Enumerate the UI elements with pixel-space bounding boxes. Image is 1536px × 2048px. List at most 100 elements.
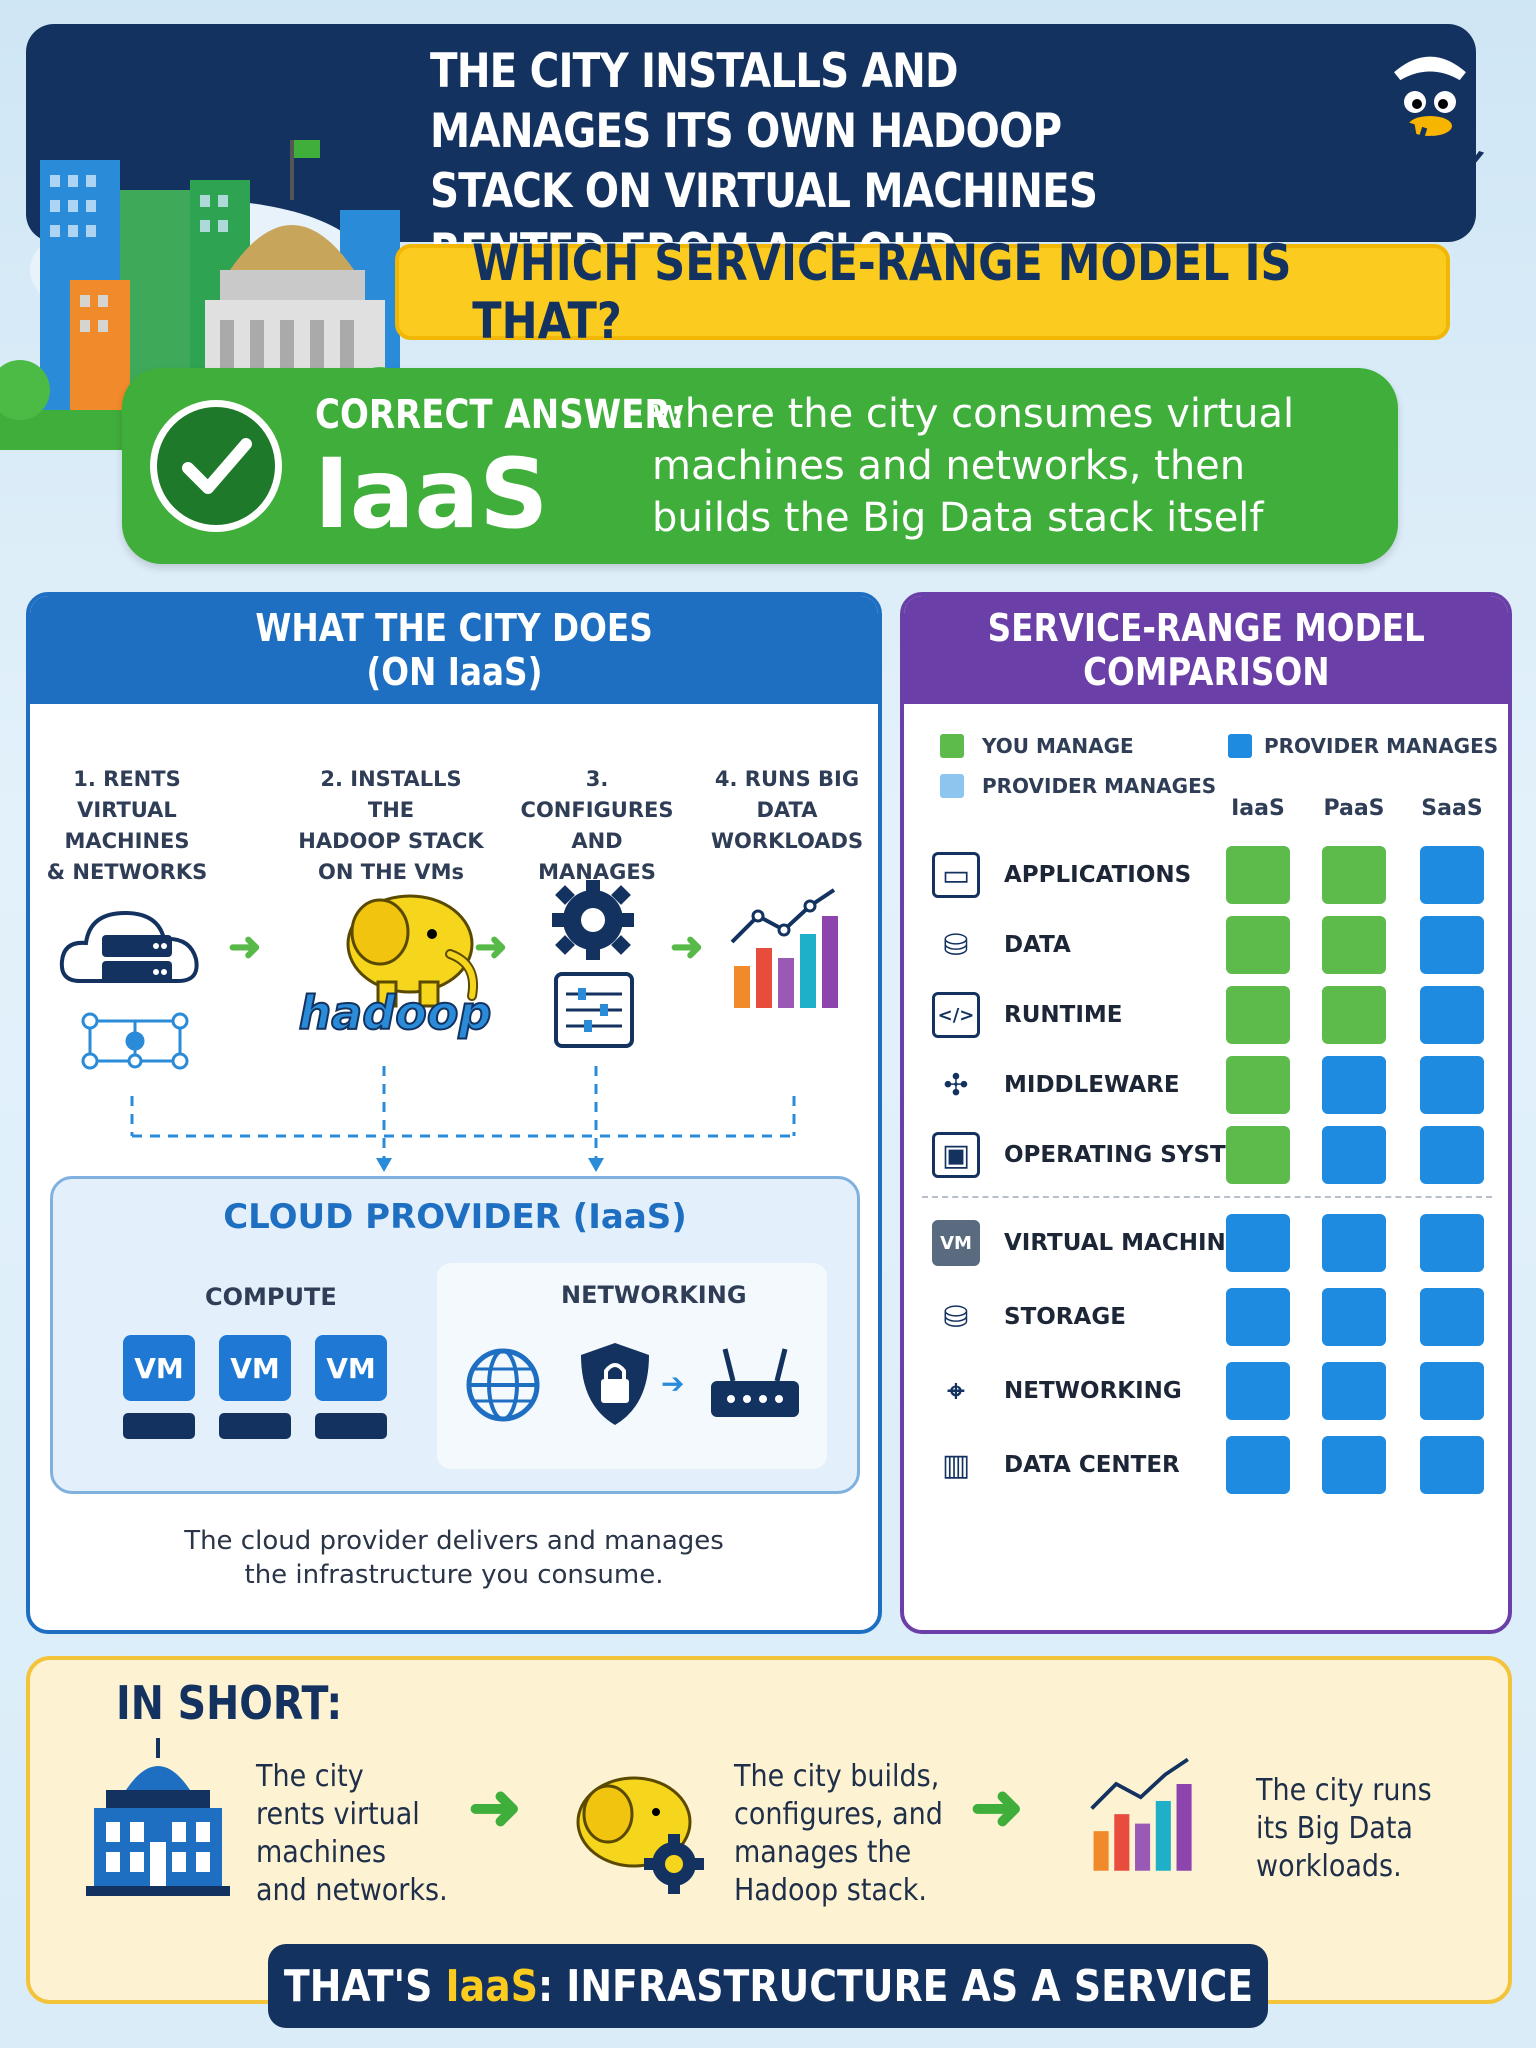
comparison-cell-iaas-you <box>1226 846 1290 904</box>
comparison-cell-saas-provider <box>1420 846 1484 904</box>
summary-step3-line1: The city runs <box>1256 1773 1432 1808</box>
comparison-cell-paas-provider <box>1322 1056 1386 1114</box>
legend-provider-manages-a: PROVIDER MANAGES <box>1264 734 1499 758</box>
column-header-paas: PaaS <box>1323 796 1385 821</box>
answer-description: where the city consumes virtual machines… <box>652 391 1295 541</box>
conclusion-text: THAT'S IaaS: INFRASTRUCTURE AS A SERVICE <box>283 1961 1252 2012</box>
comparison-cell-saas-provider <box>1420 916 1484 974</box>
vm-chip-3: VM <box>315 1335 387 1401</box>
city-actions-title-line2: (ON IaaS) <box>365 650 543 694</box>
step-2-line3: ON THE VMs <box>318 860 464 884</box>
city-actions-panel: WHAT THE CITY DOES (ON IaaS) 1. RENTS VI… <box>26 592 882 1634</box>
comparison-cell-saas-provider <box>1420 1288 1484 1346</box>
cloud-provider-box: CLOUD PROVIDER (IaaS) COMPUTE VM VM VM N… <box>50 1176 860 1494</box>
server-icon <box>219 1413 291 1439</box>
comparison-cell-saas-provider <box>1420 1126 1484 1184</box>
comparison-header: SERVICE-RANGE MODEL COMPARISON <box>904 596 1508 704</box>
city-actions-header: WHAT THE CITY DOES (ON IaaS) <box>30 596 878 704</box>
summary-step3-line3: workloads. <box>1256 1849 1402 1884</box>
legend-you-manage-swatch <box>940 734 964 758</box>
column-header-saas: SaaS <box>1421 796 1483 821</box>
monitor-icon: ▣ <box>932 1132 980 1178</box>
step-4-label: 4. RUNS BIG DATA WORKLOADS <box>702 764 872 857</box>
comparison-cell-paas-you <box>1322 846 1386 904</box>
server-icon <box>123 1413 195 1439</box>
cloud-servers-icon <box>59 910 199 1070</box>
cloud-provider-footer: The cloud provider delivers and manages … <box>30 1524 878 1592</box>
comparison-title-line1: SERVICE-RANGE MODEL <box>987 606 1425 650</box>
gear-settings-icon <box>552 880 634 1048</box>
conclusion-suffix: : INFRASTRUCTURE AS A SERVICE <box>537 1960 1253 2012</box>
step-arrow-2: ➜ <box>474 925 508 969</box>
step-1-label: 1. RENTS VIRTUAL MACHINES & NETWORKS <box>32 764 222 888</box>
vm-chip-2: VM <box>219 1335 291 1401</box>
vm-icon: VM <box>932 1220 980 1266</box>
legend-provider-swatch-b <box>940 774 964 798</box>
step-2-line1: 2. INSTALLS THE <box>320 767 462 822</box>
network-icon: ⌖ <box>947 1373 965 1409</box>
subquestion-bar: WHICH SERVICE-RANGE MODEL IS THAT? <box>395 234 1450 350</box>
subquestion-text: WHICH SERVICE-RANGE MODEL IS THAT? <box>472 234 1292 350</box>
summary-step1-text: The city rents virtual machines and netw… <box>256 1758 448 1910</box>
code-icon: </> <box>932 992 980 1038</box>
summary-step2-line1: The city builds, <box>734 1759 940 1794</box>
summary-title: IN SHORT: <box>116 1676 343 1730</box>
step-2-label: 2. INSTALLS THE HADOOP STACK ON THE VMs <box>296 764 486 888</box>
comparison-cell-paas-provider <box>1322 1362 1386 1420</box>
app-window-icon: ▭ <box>932 852 980 898</box>
vm-chip-1: VM <box>123 1335 195 1401</box>
comparison-row-label: VIRTUAL MACHINES <box>1004 1230 1259 1256</box>
summary-arrow-1: ➜ <box>468 1771 522 1843</box>
globe-icon <box>466 1348 540 1422</box>
step-arrow-1: ➜ <box>228 925 262 969</box>
conclusion-highlight: IaaS <box>445 1960 538 2012</box>
networking-box: NETWORKING ➔ <box>437 1263 827 1469</box>
comparison-cell-iaas-provider <box>1226 1362 1290 1420</box>
step-2-line2: HADOOP STACK <box>298 829 484 853</box>
cloud-provider-footer-line1: The cloud provider delivers and manages <box>184 1526 724 1556</box>
storage-icon: ⛁ <box>943 1299 969 1335</box>
building-icon: ▥ <box>941 1447 971 1483</box>
server-icon <box>315 1413 387 1439</box>
networking-label: NETWORKING <box>561 1281 747 1309</box>
summary-step3-text: The city runs its Big Data workloads. <box>1256 1772 1432 1886</box>
comparison-row-label: STORAGE <box>1004 1304 1126 1330</box>
compute-label: COMPUTE <box>205 1283 337 1311</box>
step-3-label: 3. CONFIGURES AND MANAGES <box>512 764 682 888</box>
hadoop-elephant-icon <box>346 894 478 1008</box>
comparison-cell-iaas-you <box>1226 1126 1290 1184</box>
comparison-divider <box>922 1196 1492 1198</box>
header-banner <box>26 24 1476 242</box>
comparison-row-label: DATA CENTER <box>1004 1452 1180 1478</box>
database-icon: ⛁ <box>943 927 969 963</box>
comparison-row-label: APPLICATIONS <box>1004 862 1192 888</box>
comparison-cell-saas-provider <box>1420 1362 1484 1420</box>
bar-chart-growth-icon <box>730 888 838 1008</box>
comparison-cell-saas-provider <box>1420 1436 1484 1494</box>
duck-mascot-icon <box>1384 53 1476 154</box>
router-icon <box>711 1348 799 1417</box>
dashed-connectors <box>130 1066 796 1172</box>
summary-step1-line3: machines <box>256 1835 387 1870</box>
comparison-cell-paas-provider <box>1322 1214 1386 1272</box>
comparison-row-label: OPERATING SYSTEM <box>1004 1142 1265 1168</box>
step-1-line2: VIRTUAL MACHINES <box>64 798 190 853</box>
comparison-row-label: MIDDLEWARE <box>1004 1072 1180 1098</box>
cloud-provider-title: CLOUD PROVIDER (IaaS) <box>223 1197 687 1237</box>
summary-step3-line2: its Big Data <box>1256 1811 1413 1846</box>
step-arrow-3: ➜ <box>670 925 704 969</box>
conclusion-prefix: THAT'S <box>283 1960 432 2012</box>
hadoop-gear-icon <box>576 1776 704 1894</box>
comparison-cell-paas-provider <box>1322 1288 1386 1346</box>
shield-lock-icon <box>581 1343 649 1425</box>
answer-value: IaaS <box>314 438 549 550</box>
step-3-line1: 3. CONFIGURES <box>520 767 674 822</box>
comparison-cell-paas-provider <box>1322 1436 1386 1494</box>
checkmark-icon <box>150 400 282 532</box>
city-actions-title-line1: WHAT THE CITY DOES <box>255 606 653 650</box>
comparison-cell-iaas-you <box>1226 1056 1290 1114</box>
summary-step2-line2: configures, and <box>734 1797 943 1832</box>
legend-provider-swatch-a <box>1228 734 1252 758</box>
puzzle-icon: ✣ <box>943 1067 969 1103</box>
summary-step2-text: The city builds, configures, and manages… <box>734 1758 943 1910</box>
